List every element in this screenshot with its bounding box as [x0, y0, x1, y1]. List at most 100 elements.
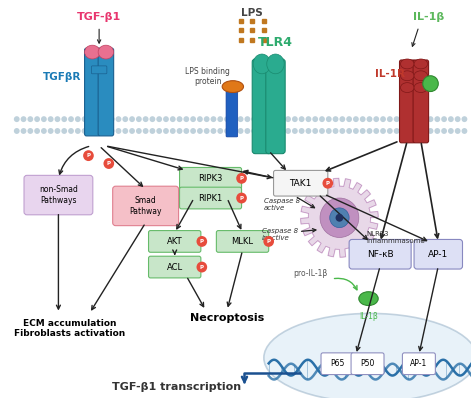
Circle shape	[224, 128, 230, 134]
Ellipse shape	[414, 83, 428, 93]
Circle shape	[339, 128, 345, 134]
Circle shape	[14, 128, 19, 134]
FancyBboxPatch shape	[402, 353, 435, 375]
Circle shape	[448, 128, 454, 134]
Circle shape	[306, 128, 311, 134]
Text: TGF-β1: TGF-β1	[77, 12, 121, 22]
Text: Caspase 8
active: Caspase 8 active	[264, 198, 300, 211]
Circle shape	[312, 128, 318, 134]
Circle shape	[82, 116, 88, 122]
Circle shape	[265, 116, 271, 122]
Ellipse shape	[401, 59, 414, 69]
Circle shape	[292, 116, 298, 122]
Circle shape	[322, 178, 333, 188]
Circle shape	[333, 116, 338, 122]
FancyBboxPatch shape	[413, 60, 428, 143]
Circle shape	[380, 116, 386, 122]
Circle shape	[366, 116, 373, 122]
Circle shape	[82, 128, 88, 134]
Circle shape	[366, 128, 373, 134]
FancyBboxPatch shape	[273, 170, 328, 196]
FancyBboxPatch shape	[84, 48, 100, 136]
Circle shape	[177, 128, 182, 134]
Circle shape	[136, 116, 142, 122]
Circle shape	[102, 116, 108, 122]
Circle shape	[414, 128, 420, 134]
Circle shape	[258, 128, 264, 134]
Ellipse shape	[267, 54, 284, 74]
Circle shape	[210, 128, 216, 134]
Circle shape	[204, 128, 210, 134]
Polygon shape	[301, 178, 378, 257]
Circle shape	[136, 128, 142, 134]
Text: TGF-β1 transcription: TGF-β1 transcription	[112, 383, 241, 392]
Circle shape	[336, 214, 343, 222]
FancyBboxPatch shape	[349, 239, 411, 269]
Circle shape	[428, 116, 433, 122]
Circle shape	[41, 116, 47, 122]
Circle shape	[360, 116, 365, 122]
Circle shape	[251, 128, 257, 134]
Text: AP-1: AP-1	[428, 250, 448, 259]
Circle shape	[326, 116, 332, 122]
Circle shape	[245, 128, 250, 134]
Circle shape	[414, 116, 420, 122]
Circle shape	[428, 128, 433, 134]
Circle shape	[441, 116, 447, 122]
Circle shape	[455, 128, 461, 134]
Circle shape	[299, 116, 305, 122]
Circle shape	[197, 128, 203, 134]
Text: P65: P65	[330, 359, 345, 368]
Text: LPS: LPS	[241, 8, 263, 18]
Circle shape	[95, 116, 101, 122]
Ellipse shape	[264, 314, 474, 401]
Circle shape	[156, 128, 162, 134]
Circle shape	[149, 116, 155, 122]
Circle shape	[34, 116, 40, 122]
Circle shape	[421, 128, 427, 134]
Text: P: P	[239, 196, 244, 200]
Circle shape	[170, 116, 176, 122]
Circle shape	[285, 116, 291, 122]
Text: TAK1: TAK1	[290, 179, 312, 188]
Text: IL-1β: IL-1β	[413, 12, 444, 22]
Text: Caspase 8
inactive: Caspase 8 inactive	[262, 228, 298, 241]
Text: pro-IL-1β: pro-IL-1β	[293, 269, 328, 278]
Circle shape	[272, 116, 277, 122]
Ellipse shape	[253, 54, 271, 74]
Circle shape	[353, 116, 359, 122]
Text: P: P	[326, 181, 330, 186]
FancyBboxPatch shape	[180, 187, 242, 209]
Circle shape	[102, 128, 108, 134]
Text: non-Smad
Pathways: non-Smad Pathways	[39, 185, 78, 205]
Circle shape	[122, 128, 128, 134]
Circle shape	[394, 128, 400, 134]
Circle shape	[21, 128, 27, 134]
Circle shape	[55, 116, 60, 122]
Circle shape	[116, 128, 121, 134]
Circle shape	[455, 116, 461, 122]
Circle shape	[197, 261, 207, 273]
Circle shape	[55, 128, 60, 134]
Circle shape	[27, 128, 33, 134]
Circle shape	[236, 192, 247, 203]
Circle shape	[285, 128, 291, 134]
FancyBboxPatch shape	[148, 256, 201, 278]
Text: AP-1: AP-1	[410, 359, 428, 368]
Circle shape	[89, 128, 94, 134]
Circle shape	[346, 128, 352, 134]
Circle shape	[197, 116, 203, 122]
Circle shape	[423, 76, 438, 91]
Circle shape	[333, 128, 338, 134]
Ellipse shape	[401, 83, 414, 93]
Circle shape	[129, 116, 135, 122]
Circle shape	[218, 128, 223, 134]
Circle shape	[236, 173, 247, 184]
Ellipse shape	[414, 71, 428, 81]
Text: ECM accumulation
Fibroblasts activation: ECM accumulation Fibroblasts activation	[14, 318, 126, 338]
Circle shape	[299, 128, 305, 134]
FancyBboxPatch shape	[148, 231, 201, 252]
Ellipse shape	[414, 59, 428, 69]
Circle shape	[320, 198, 359, 237]
FancyBboxPatch shape	[414, 239, 463, 269]
